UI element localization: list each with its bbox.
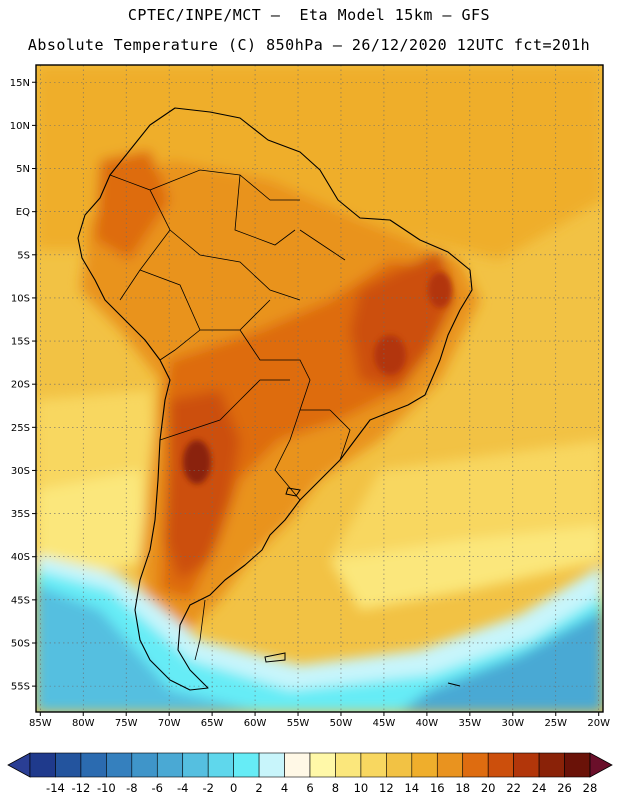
lat-tick-label: 25S xyxy=(11,423,30,434)
temperature-colorbar: -14 -12 -10 -8 -6 -4 -2 0 2 4 6 8 10 12 14 16 18 20 22 24 26… xyxy=(7,752,613,795)
colorbar-underflow-arrow xyxy=(7,752,31,778)
colorbar-swatch xyxy=(538,752,565,778)
colorbar-label: -2 xyxy=(202,781,213,795)
lon-tick-label: 55W xyxy=(287,718,310,729)
colorbar-label: 2 xyxy=(255,781,262,795)
lon-tick-label: 80W xyxy=(72,718,95,729)
field-north-andes-warm xyxy=(95,150,170,260)
lat-tick-label: 35S xyxy=(11,509,30,520)
lon-tick-label: 20W xyxy=(587,718,610,729)
field-cold-south-mid xyxy=(36,570,603,712)
colorbar-swatch xyxy=(309,752,336,778)
field-pale-band-se xyxy=(330,525,603,610)
colorbar-label: -12 xyxy=(72,781,91,795)
colorbar-swatch xyxy=(80,752,107,778)
colorbar-label: 20 xyxy=(481,781,496,795)
lat-tick-label: 50S xyxy=(11,638,30,649)
lon-tick-label: 30W xyxy=(501,718,524,729)
colorbar-swatch xyxy=(411,752,438,778)
colorbar-label: 10 xyxy=(354,781,369,795)
colorbar-label: 0 xyxy=(230,781,237,795)
lat-tick-label: 5S xyxy=(17,250,30,261)
lat-tick-label: 45S xyxy=(11,595,30,606)
lon-tick-label: 70W xyxy=(158,718,181,729)
colorbar-swatch xyxy=(335,752,362,778)
colorbar-label: 16 xyxy=(430,781,445,795)
colorbar-label: 18 xyxy=(455,781,470,795)
colorbar-label: -10 xyxy=(97,781,116,795)
colorbar-swatch xyxy=(284,752,311,778)
lon-tick-label: 45W xyxy=(373,718,396,729)
lat-tick-label: 20S xyxy=(11,380,30,391)
colorbar-overflow-arrow xyxy=(589,752,613,778)
colorbar-label: -14 xyxy=(46,781,65,795)
colorbar-swatch xyxy=(207,752,234,778)
map-frame xyxy=(35,64,604,713)
lat-tick-label: 55S xyxy=(11,682,30,693)
lat-tick-label: 15N xyxy=(10,78,30,89)
colorbar-swatch xyxy=(156,752,184,778)
lon-tick-label: 40W xyxy=(416,718,439,729)
field-cold-south-deep xyxy=(36,585,260,712)
lon-tick-label: 50W xyxy=(330,718,353,729)
colorbar-swatch xyxy=(131,752,158,778)
south-georgia xyxy=(447,682,461,687)
colorbar-swatch xyxy=(462,752,489,778)
colorbar-label: 28 xyxy=(583,781,598,795)
latitude-tick-labels: 15N 10N 5N EQ 5S 10S 15S 20S 25S 30S 35S 40S 45S 50S 5… xyxy=(10,78,36,693)
colorbar-label: 12 xyxy=(379,781,394,795)
colorbar-label: 24 xyxy=(532,781,547,795)
lon-tick-label: 65W xyxy=(201,718,224,729)
lon-tick-label: 25W xyxy=(544,718,567,729)
colorbar-swatch xyxy=(29,752,56,778)
colorbar-label: -8 xyxy=(126,781,137,795)
colorbar-label: 8 xyxy=(332,781,339,795)
field-cold-se-deep xyxy=(400,610,603,712)
colorbar-swatch xyxy=(233,752,260,778)
colorbar-label: 6 xyxy=(306,781,313,795)
lat-lon-gridlines xyxy=(36,65,603,712)
colorbar-swatch xyxy=(513,752,540,778)
colorbar-label: 26 xyxy=(557,781,572,795)
colorbar-label: -4 xyxy=(177,781,188,795)
temperature-field xyxy=(36,65,603,712)
field-argentina-hotcore xyxy=(165,390,240,580)
field-hotspot-argentina xyxy=(183,440,211,484)
lon-tick-label: 35W xyxy=(459,718,482,729)
field-hotspot-brazil xyxy=(374,335,406,375)
lat-tick-label: 30S xyxy=(11,466,30,477)
colorbar-label: 22 xyxy=(506,781,521,795)
colorbar-swatch xyxy=(386,752,413,778)
colorbar-swatch xyxy=(436,752,464,778)
lat-tick-label: 10N xyxy=(10,121,30,132)
map-title-line-2: Absolute Temperature (C) 850hPa – 26/12/… xyxy=(27,36,591,54)
colorbar-swatch xyxy=(106,752,133,778)
map-title-line-1: CPTEC/INPE/MCT – Eta Model 15km – GFS xyxy=(127,6,491,24)
colorbar-swatch xyxy=(487,752,514,778)
lat-tick-label: 5N xyxy=(16,164,30,175)
south-america-coastline xyxy=(77,107,473,691)
lagoa-dos-patos xyxy=(285,487,301,497)
colorbar-label: 4 xyxy=(281,781,288,795)
lon-tick-label: 60W xyxy=(244,718,267,729)
lon-tick-label: 85W xyxy=(29,718,52,729)
lon-tick-label: 75W xyxy=(115,718,138,729)
country-borders xyxy=(109,169,351,661)
falkland-islands xyxy=(264,652,286,663)
longitude-tick-labels: 85W 80W 75W 70W 65W 60W 55W 50W 45W 40W 35W 30W 25W 2… xyxy=(29,712,610,729)
lat-tick-label: 10S xyxy=(11,293,30,304)
lat-tick-label: 40S xyxy=(11,552,30,563)
lat-tick-label: EQ xyxy=(16,207,30,218)
colorbar-swatch xyxy=(55,752,82,778)
colorbar-swatch xyxy=(564,752,591,778)
colorbar-swatch xyxy=(182,752,209,778)
colorbar-label: 14 xyxy=(404,781,419,795)
colorbar-swatch xyxy=(258,752,285,778)
lat-tick-label: 15S xyxy=(11,337,30,348)
colorbar-swatch xyxy=(360,752,387,778)
field-hotspot-ne-brazil xyxy=(428,272,452,308)
field-pale-band-sw xyxy=(36,470,150,575)
colorbar-label: -6 xyxy=(152,781,163,795)
